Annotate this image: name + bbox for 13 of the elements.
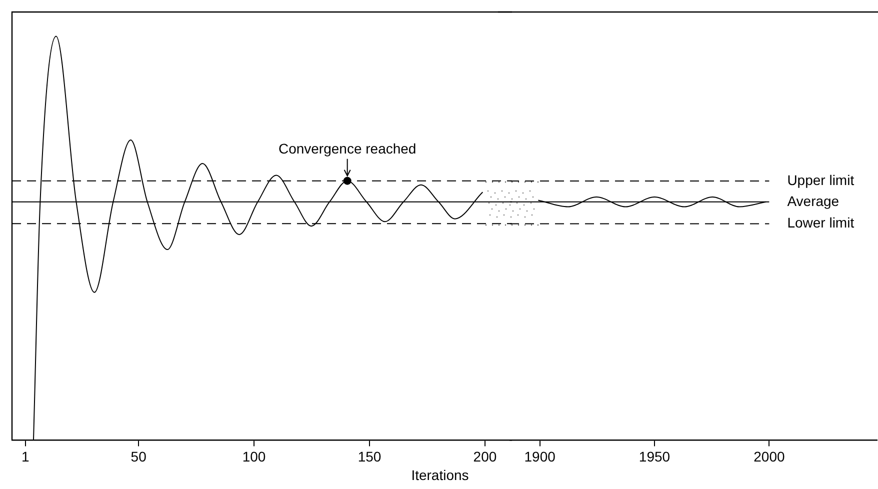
ref-line-label: Upper limit — [787, 172, 854, 188]
x-tick-label: 150 — [358, 448, 382, 464]
ref-line-label: Average — [787, 192, 840, 209]
annotation: Convergence reached — [278, 140, 416, 157]
x-tick-label: 50 — [130, 448, 147, 464]
x-tick-label: 100 — [242, 448, 266, 464]
x-tick-label: 200 — [473, 448, 497, 464]
x-tick-label: 2000 — [754, 448, 785, 464]
x-tick-label: 1900 — [524, 448, 556, 464]
ref-line-label: Lower limit — [787, 214, 854, 231]
x-axis-title: Iterations — [410, 467, 470, 483]
x-tick-label: 1 — [21, 448, 30, 464]
x-tick-label: 1950 — [638, 448, 670, 464]
